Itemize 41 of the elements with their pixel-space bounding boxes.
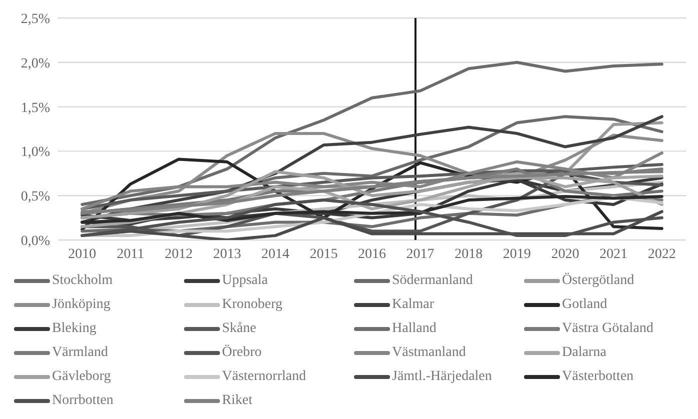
x-tick-label: 2019 [502,246,531,262]
legend-label: Skåne [222,320,256,336]
legend-label: Kalmar [392,296,434,312]
legend-label: Värmland [52,344,108,360]
x-tick-label: 2011 [116,246,144,262]
legend-label: Gotland [562,296,608,312]
legend-label: Jämtl.-Härjedalen [392,368,492,384]
legend-label: Halland [392,320,436,336]
y-tick-label: 0,0% [20,234,50,249]
legend-label: Dalarna [562,344,606,360]
legend-label: Norrbotten [52,392,114,408]
legend-label: Örebro [222,344,262,360]
y-tick-label: 0,5% [20,190,50,205]
x-tick-label: 2022 [648,246,676,262]
legend-label: Kronoberg [222,296,282,312]
legend-label: Västerbotten [562,368,634,384]
x-tick-label: 2016 [358,246,386,262]
x-tick-label: 2012 [164,246,193,262]
legend-label: Gävleborg [52,368,111,384]
y-tick-label: 1,5% [20,100,50,116]
x-tick-label: 2021 [600,246,628,262]
x-tick-label: 2015 [310,246,338,262]
legend-label: Östergötland [562,272,634,288]
legend-label: Bleking [52,320,96,336]
y-tick-label: 2,5% [20,12,50,27]
legend-label: Västernorrland [222,368,306,384]
legend-label: Södermanland [392,272,473,288]
x-tick-label: 2018 [454,246,483,262]
y-tick-label: 1,0% [20,145,50,160]
legend-label: Jönköping [52,296,110,312]
legend-label: Riket [222,392,252,408]
legend-label: Stockholm [52,272,113,288]
x-tick-label: 2010 [68,246,96,262]
legend-label: Västra Götaland [562,320,654,336]
x-tick-label: 2020 [551,246,580,262]
x-tick-label: 2014 [261,246,290,262]
y-tick-label: 2,0% [20,56,50,72]
legend-label: Västmanland [392,344,466,360]
x-tick-label: 2013 [213,246,242,262]
legend-label: Uppsala [222,272,268,288]
x-tick-label: 2017 [406,246,434,262]
